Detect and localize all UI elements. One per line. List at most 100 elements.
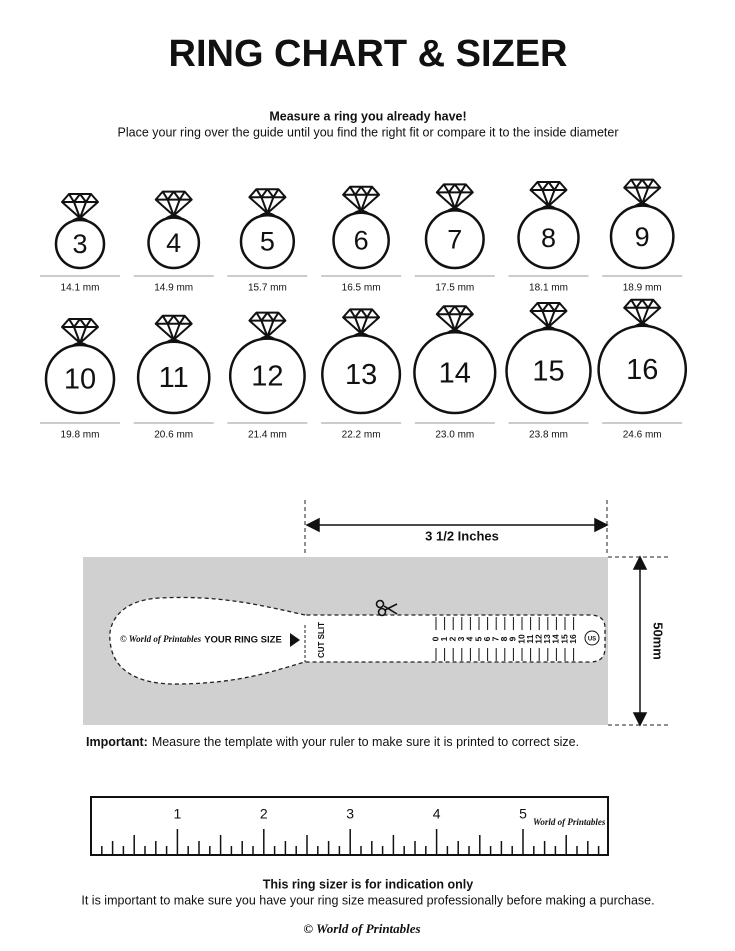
height-label: 50mm: [651, 622, 666, 660]
diamond-icon: [529, 181, 568, 207]
ring: [517, 206, 580, 270]
height-arrow: [632, 555, 648, 727]
ruler-number: 5: [519, 806, 527, 822]
arrow-icon: [290, 633, 300, 647]
scale-number: 15: [559, 634, 569, 644]
intro-heading: Measure a ring you already have!: [269, 109, 466, 123]
sizer-cutout: [109, 596, 606, 685]
ring-size: 7: [447, 224, 462, 254]
region-label: US: [588, 637, 596, 643]
diamond-outline: [623, 298, 662, 325]
ring-diameter: 19.8 mm: [61, 430, 100, 441]
diamond-icon: [342, 308, 381, 335]
ring: [44, 343, 116, 415]
scale-number: 6: [482, 636, 492, 641]
ring-diameter: 22.2 mm: [342, 430, 381, 441]
diamond-outline: [248, 188, 287, 215]
footer-heading: This ring sizer is for indication only: [263, 877, 473, 891]
diamond-outline: [529, 302, 568, 328]
ring-diameter: 15.7 mm: [248, 283, 287, 294]
ruler-number: 3: [346, 806, 354, 822]
diamond-outline: [154, 314, 193, 341]
diamond-icon: [623, 178, 662, 205]
scale-number: 8: [499, 636, 509, 641]
ring-size: 12: [251, 360, 283, 392]
scale-number: 13: [542, 634, 552, 644]
scale-number: 14: [551, 634, 561, 644]
ring-size: 10: [64, 364, 96, 396]
diamond-outline: [61, 318, 99, 344]
ring-size: 8: [541, 223, 556, 253]
important-text: Measure the template with your ruler to …: [152, 735, 579, 749]
width-label: 3 1/2 Inches: [425, 528, 499, 543]
cut-slit-label: CUT SLIT: [317, 622, 326, 658]
ring: [609, 204, 675, 270]
ring-diameter: 24.6 mm: [623, 430, 662, 441]
title: RING CHART & SIZER: [169, 33, 568, 75]
ruler-number: 1: [174, 806, 182, 822]
ring-size: 16: [626, 354, 658, 386]
ring-size: 15: [532, 356, 564, 388]
diamond-outline: [623, 178, 662, 205]
us-badge: [584, 630, 600, 646]
diamond-icon: [248, 311, 287, 338]
ring-size: 9: [635, 222, 650, 252]
scale-number: 3: [456, 636, 466, 641]
scale-number: 16: [568, 634, 578, 644]
ring: [147, 216, 201, 270]
scale-number: 5: [473, 636, 483, 641]
ring-diameter: 18.1 mm: [529, 283, 568, 294]
diamond-outline: [248, 311, 287, 338]
ring-size: 4: [166, 228, 181, 258]
ring-diameter: 20.6 mm: [154, 430, 193, 441]
diamond-outline: [342, 185, 381, 212]
scale-number: 9: [508, 636, 518, 641]
ring: [321, 334, 402, 415]
ring-diameter: 14.1 mm: [61, 283, 100, 294]
ring-diameter: 17.5 mm: [435, 283, 474, 294]
scale-number: 2: [447, 636, 457, 641]
ruler-number: 4: [433, 806, 441, 822]
diamond-outline: [342, 308, 381, 335]
scale-number: 4: [465, 636, 475, 641]
diamond-outline: [529, 181, 568, 207]
important-label: Important:: [86, 735, 148, 749]
ring-size: 3: [72, 229, 87, 259]
diamond-icon: [435, 305, 474, 332]
scale-number: 11: [525, 634, 535, 643]
ring-size: 6: [354, 226, 369, 256]
ring: [54, 218, 106, 270]
diamond-icon: [61, 193, 99, 219]
diamond-icon: [154, 190, 193, 217]
ring-size: 14: [439, 357, 471, 389]
scale-number: 10: [516, 634, 526, 644]
scale-number: 1: [439, 636, 449, 641]
ring-diameter: 21.4 mm: [248, 430, 287, 441]
intro-text: Place your ring over the guide until you…: [118, 125, 619, 139]
width-arrow: [305, 517, 609, 533]
diamond-icon: [529, 302, 568, 328]
scale-number: 12: [533, 634, 543, 644]
dimension-guides: [304, 500, 668, 726]
ring-diameter: 18.9 mm: [623, 283, 662, 294]
diamond-icon: [61, 318, 99, 344]
scale-number: 0: [430, 636, 440, 641]
ruler-brand: World of Printables: [533, 817, 606, 827]
diamond-outline: [435, 305, 474, 332]
ring: [332, 211, 390, 270]
ring: [413, 330, 497, 415]
ring: [136, 340, 211, 415]
ring-diameter: 23.8 mm: [529, 430, 568, 441]
ring: [424, 209, 485, 270]
diamond-icon: [248, 188, 287, 215]
ring-size: 13: [345, 359, 377, 391]
your-ring-size: YOUR RING SIZE: [204, 635, 282, 646]
footer-brand: © World of Printables: [303, 921, 420, 936]
diamond-outline: [154, 190, 193, 217]
sizer-brand: © World of Printables: [120, 634, 202, 644]
diamond-icon: [154, 314, 193, 341]
ring-size: 5: [260, 227, 275, 257]
ring-diameter: 16.5 mm: [342, 283, 381, 294]
ring: [505, 327, 592, 415]
